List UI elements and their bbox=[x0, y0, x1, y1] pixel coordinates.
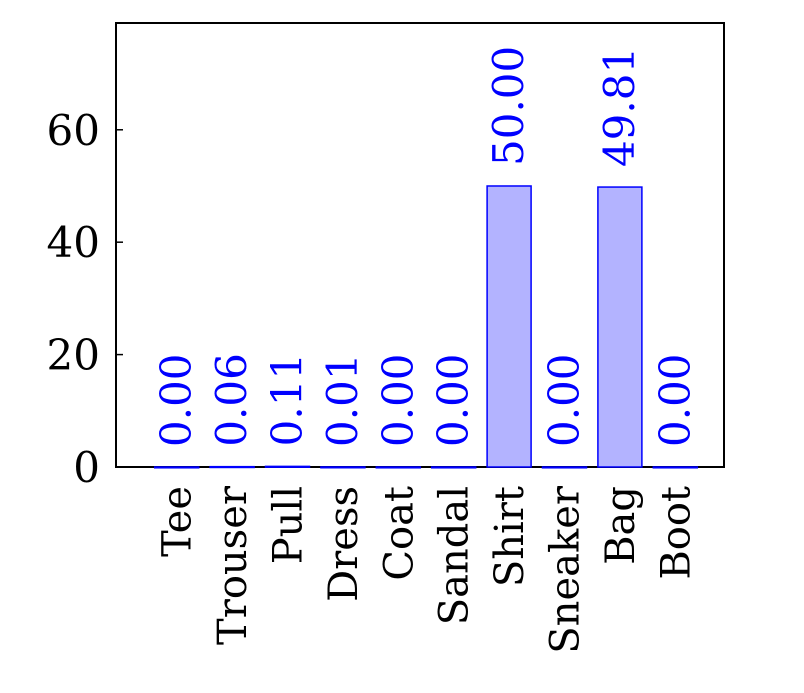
bar-shirt bbox=[486, 185, 532, 468]
bar-bag bbox=[597, 186, 643, 468]
x-tick-label-tee: Tee bbox=[155, 486, 201, 557]
x-tick-label-sandal: Sandal bbox=[432, 486, 478, 625]
x-tick-label-shirt: Shirt bbox=[487, 486, 533, 587]
value-label-bag: 49.81 bbox=[595, 47, 644, 167]
y-tick-label-20: 20 bbox=[47, 331, 100, 380]
value-label-coat: 0.00 bbox=[373, 353, 422, 447]
bar-pull bbox=[264, 465, 311, 468]
x-tick-label-coat: Coat bbox=[376, 486, 422, 581]
bar-trouser bbox=[209, 465, 255, 469]
value-labels-group: 0.00 0.06 0.11 0.01 0.00 0.0050.000.0049.810.… bbox=[152, 46, 700, 447]
value-label-tee: 0.00 bbox=[152, 353, 201, 447]
value-label-pull: 0.11 bbox=[263, 353, 312, 447]
y-tick-label-0: 0 bbox=[73, 443, 100, 492]
value-label-trouser: 0.06 bbox=[207, 353, 256, 447]
x-tick-label-pull: Pull bbox=[266, 486, 312, 564]
bars-group bbox=[153, 185, 699, 469]
value-label-dress: 0.01 bbox=[318, 353, 367, 447]
value-label-shirt: 50.00 bbox=[484, 46, 533, 166]
value-label-boot: 0.00 bbox=[650, 353, 699, 447]
bar-sneaker bbox=[541, 466, 588, 469]
x-tick-label-sneaker: Sneaker bbox=[543, 485, 589, 654]
bar-dress bbox=[320, 466, 366, 469]
bar-tee bbox=[153, 466, 200, 469]
x-tick-label-trouser: Trouser bbox=[210, 485, 256, 645]
y-tick-label-40: 40 bbox=[47, 218, 100, 267]
value-label-sandal: 0.00 bbox=[429, 353, 478, 447]
y-axis-ticks: 0 20 40 60 bbox=[47, 106, 123, 492]
x-axis-tick-labels: Tee Trouser Pull Dress Coat Sandal Shirt Sneake… bbox=[155, 485, 700, 654]
bar-boot bbox=[652, 466, 699, 469]
bar-sandal bbox=[430, 466, 477, 469]
x-tick-label-dress: Dress bbox=[321, 486, 367, 602]
x-tick-label-boot: Boot bbox=[653, 486, 699, 580]
value-label-sneaker: 0.00 bbox=[540, 353, 589, 447]
x-tick-label-bag: Bag bbox=[598, 486, 644, 565]
bar-coat bbox=[375, 466, 422, 469]
y-tick-label-60: 60 bbox=[47, 106, 100, 155]
